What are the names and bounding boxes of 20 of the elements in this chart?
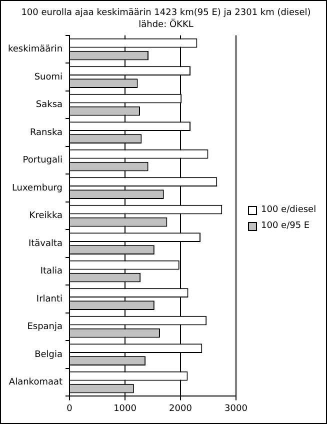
y-tick-label: Portugali [22,156,63,166]
y-tick-label: Saksa [36,100,63,110]
x-tick-label: 3000 [224,404,248,414]
y-tick-label: Espanja [27,322,63,332]
x-tick-label: 0 [66,404,73,414]
y-tick-label: Ranska [30,128,63,138]
x-tick-label: 2000 [169,404,192,414]
y-tick-label: Luxemburg [12,183,63,194]
y-tick-label: keskimäärin [8,44,63,55]
y-tick-label: Belgia [34,350,63,360]
x-tick-label: 1000 [114,404,137,414]
y-tick-label: Irlanti [36,294,63,304]
y-tick-label: Suomi [34,72,63,82]
chart-title: 100 eurolla ajaa keskimäärin 1423 km(95 E) ja 2301 km (diesel) lähde: ÖKKL [21,7,311,31]
y-tick-label: Kreikka [29,211,63,222]
y-tick-label: Italia [40,266,63,277]
y-tick-label: Alankomaat [8,378,63,388]
text: 100 e/diesel [261,204,316,216]
y-tick-label: Itävalta [28,238,63,249]
legend-label: 100 e/95 E [261,220,310,232]
